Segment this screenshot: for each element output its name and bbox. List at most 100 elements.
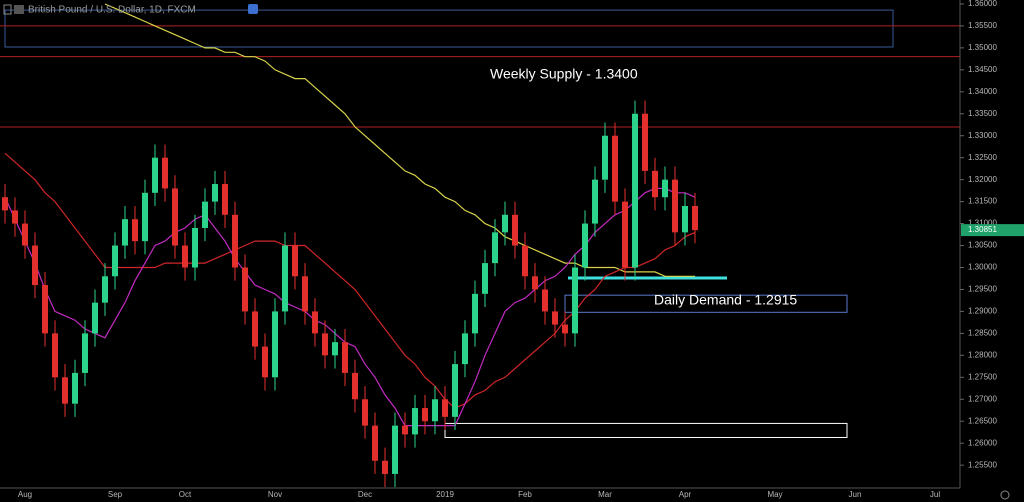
candle-body <box>82 333 88 373</box>
x-tick-label: Sep <box>108 490 123 499</box>
candle-body <box>342 342 348 373</box>
candle-body <box>22 223 28 246</box>
zone <box>564 294 848 313</box>
candle-body <box>12 210 18 224</box>
candle-body <box>392 425 398 474</box>
candle-body <box>582 223 588 268</box>
candle-body <box>652 170 658 198</box>
candle-body <box>532 276 538 290</box>
candle-body <box>692 206 698 231</box>
y-tick-label: 1.31500 <box>968 197 997 206</box>
annotation: Weekly Supply - 1.3400 <box>490 66 638 82</box>
x-tick-label: Jun <box>849 490 862 499</box>
moving-average <box>104 3 695 277</box>
x-tick-label: Aug <box>18 490 32 499</box>
candle-body <box>432 399 438 422</box>
candle-body <box>102 276 108 303</box>
candle-body <box>162 157 168 189</box>
x-tick-label: Apr <box>679 490 692 499</box>
candle-body <box>622 201 628 268</box>
candle-body <box>632 113 638 268</box>
candle-body <box>302 276 308 312</box>
y-tick-label: 1.30500 <box>968 241 997 250</box>
plot-area <box>0 3 960 488</box>
y-tick-label: 1.26500 <box>968 416 997 425</box>
candle-body <box>312 311 318 334</box>
candle-body <box>612 135 618 202</box>
candle-body <box>682 206 688 233</box>
candle-body <box>182 245 188 268</box>
candle-body <box>662 179 668 198</box>
y-tick-label: 1.28000 <box>968 350 997 359</box>
last-price-tag <box>961 224 1024 237</box>
candle-body <box>142 192 148 242</box>
annotation: Daily Demand - 1.2915 <box>654 292 797 308</box>
zone <box>4 9 894 48</box>
candle-body <box>42 285 48 334</box>
y-tick-label: 1.27500 <box>968 372 997 381</box>
candle-body <box>412 408 418 435</box>
candle-body <box>212 184 218 202</box>
candle-body <box>372 425 378 461</box>
y-tick-label: 1.29500 <box>968 285 997 294</box>
candle-body <box>62 377 68 404</box>
candle-body <box>362 399 368 426</box>
candle-body <box>642 113 648 171</box>
candle-body <box>222 184 228 215</box>
moving-average <box>4 152 696 409</box>
x-tick-label: May <box>767 490 782 499</box>
candle-body <box>472 293 478 334</box>
candle-body <box>522 245 528 277</box>
settings-button[interactable] <box>248 4 258 14</box>
settings-gear[interactable] <box>1000 490 1010 500</box>
y-tick-label: 1.33000 <box>968 131 997 140</box>
candle-body <box>292 245 298 277</box>
y-tick-label: 1.35500 <box>968 21 997 30</box>
candle-body <box>92 302 98 334</box>
candle-body <box>192 227 198 268</box>
candle-body <box>452 364 458 417</box>
chart-title: British Pound / U.S. Dollar, 1D, FXCM <box>28 5 196 16</box>
candle-body <box>242 267 248 312</box>
title-bar: British Pound / U.S. Dollar, 1D, FXCM <box>3 4 258 16</box>
x-tick-label: Dec <box>358 490 372 499</box>
y-tick-label: 1.27000 <box>968 394 997 403</box>
y-tick-label: 1.36000 <box>968 0 997 8</box>
candle-body <box>562 324 568 334</box>
x-tick-label: Feb <box>518 490 532 499</box>
candle-body <box>322 333 328 356</box>
candle-body <box>382 460 388 474</box>
candle-body <box>352 372 358 400</box>
axes: 1.25500 1.26000 1.26500 1.27000 1.27500 1.280… <box>18 0 998 499</box>
candle-body <box>592 179 598 224</box>
y-tick-label: 1.29000 <box>968 307 997 316</box>
candle-body <box>442 399 448 417</box>
candle-body <box>2 197 8 211</box>
candle-body <box>202 201 208 228</box>
candle-body <box>482 263 488 294</box>
candle-body <box>72 372 78 404</box>
candle-body <box>512 214 518 246</box>
candle-body <box>172 188 178 246</box>
candle-body <box>232 214 238 268</box>
y-tick-label: 1.25500 <box>968 460 997 469</box>
x-tick-label: Oct <box>179 490 192 499</box>
candle-body <box>122 219 128 246</box>
y-tick-label: 1.34500 <box>968 65 997 74</box>
candle-body <box>672 179 678 233</box>
icon <box>14 5 24 14</box>
candle-body <box>272 311 278 378</box>
candle-body <box>492 232 498 264</box>
x-tick-label: Mar <box>598 490 612 499</box>
candle-body <box>32 245 38 286</box>
x-tick-label: 2019 <box>436 490 454 499</box>
candle-body <box>402 425 408 435</box>
candle-body <box>572 267 578 334</box>
y-tick-label: 1.30000 <box>968 263 997 272</box>
moving-average <box>4 187 696 427</box>
candle-body <box>552 311 558 325</box>
candle-body <box>542 289 548 312</box>
